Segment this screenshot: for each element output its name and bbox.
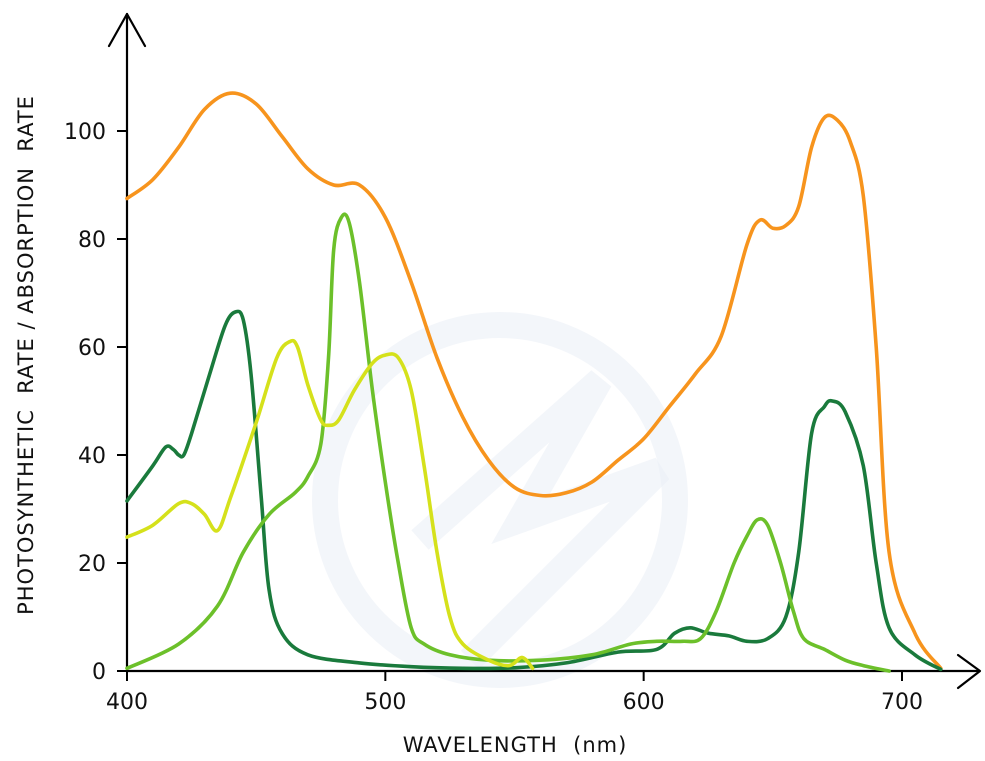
dark-green-curve: [125, 309, 943, 672]
y-axis-title: PHOTOSYNTHETIC RATE / ABSORPTION RATE: [14, 95, 38, 615]
y-tick-label: 0: [92, 660, 106, 685]
y-axis-arrowhead: [107, 12, 147, 48]
yellow-green-curve: [125, 338, 535, 671]
x-axis-title: WAVELENGTH (nm): [403, 733, 628, 757]
y-tick-label: 20: [78, 552, 106, 577]
x-ticks: 400 500 600 700: [106, 671, 923, 715]
y-tick-label: 80: [78, 228, 106, 253]
y-tick-label: 100: [64, 120, 106, 145]
watermark-logo: [312, 312, 688, 688]
x-tick-label: 600: [623, 690, 665, 715]
y-tick-label: 60: [78, 336, 106, 361]
light-green-curve: [125, 212, 891, 673]
x-axis-arrowhead: [956, 653, 982, 690]
x-tick-label: 500: [364, 690, 406, 715]
x-tick-label: 400: [106, 690, 148, 715]
series-layer: [125, 91, 943, 673]
y-tick-label: 40: [78, 444, 106, 469]
x-tick-label: 700: [881, 690, 923, 715]
axes: [107, 12, 982, 690]
orange-curve: [125, 91, 943, 671]
y-ticks: 0 20 40 60 80 100: [64, 120, 127, 685]
